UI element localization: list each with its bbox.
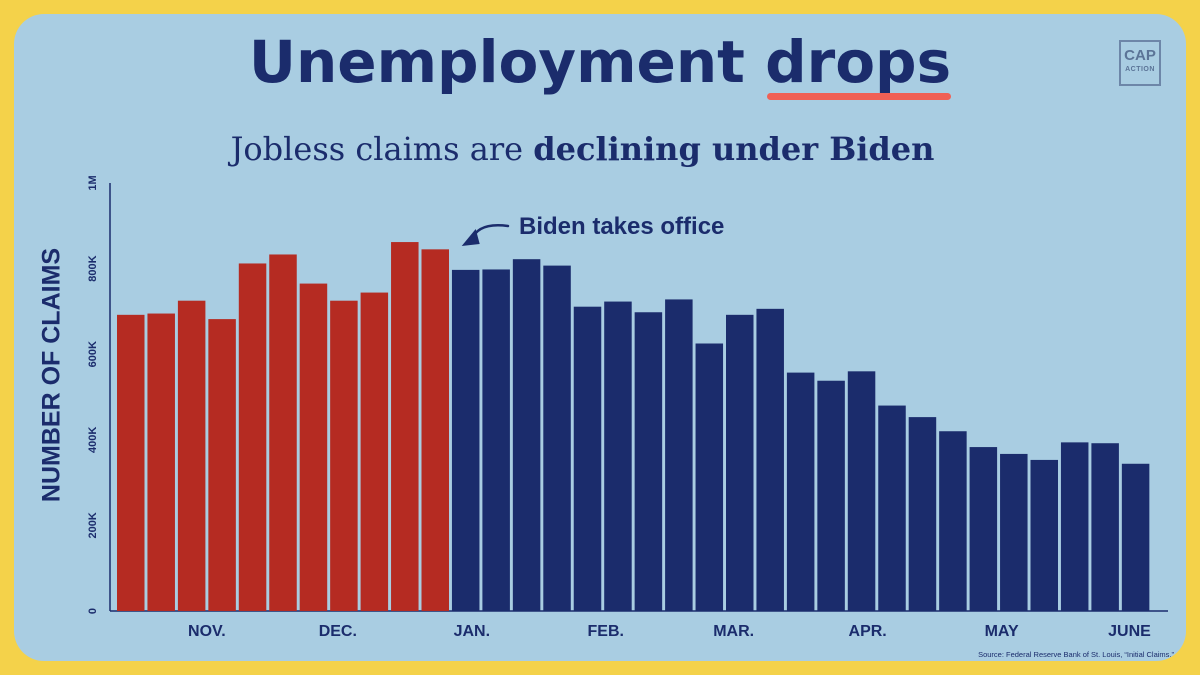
cap-action-logo: CAP ACTION <box>1119 40 1161 86</box>
bar-trump <box>147 313 175 611</box>
x-month-label: APR. <box>849 623 887 640</box>
bar-biden <box>1060 442 1089 611</box>
bar-biden <box>786 372 815 611</box>
logo-line1: CAP <box>1124 47 1156 64</box>
bar-trump <box>299 283 328 611</box>
bar-trump <box>330 300 358 611</box>
y-tick-label: 400K <box>87 427 99 453</box>
bar-trump <box>391 242 419 611</box>
bar-biden <box>634 312 663 611</box>
bar-biden <box>695 343 724 611</box>
y-tick-label: 0 <box>87 608 99 614</box>
bar-trump <box>421 249 449 611</box>
bar-biden <box>543 265 571 611</box>
subtitle-bold: declining under Biden <box>533 130 935 168</box>
x-month-label: DEC. <box>319 623 357 640</box>
bar-biden <box>573 306 602 611</box>
x-month-label: NOV. <box>188 623 226 640</box>
bar-trump <box>269 254 297 611</box>
page-title: Unemployment drops <box>0 28 1200 100</box>
x-month-label: JAN. <box>454 623 490 640</box>
y-tick-label: 200K <box>87 512 99 538</box>
bar-biden <box>969 447 998 611</box>
bar-biden <box>665 299 693 611</box>
bar-biden <box>1030 459 1058 611</box>
bar-trump <box>117 314 145 611</box>
bar-biden <box>756 308 784 611</box>
bar-biden <box>939 431 967 611</box>
bar-biden <box>1091 443 1119 611</box>
bar-biden <box>1000 453 1028 611</box>
bar-biden <box>451 269 480 611</box>
subtitle-normal: Jobless claims are <box>230 130 534 168</box>
bar-trump <box>238 263 267 611</box>
x-month-label: FEB. <box>588 623 624 640</box>
title-main: Unemployment <box>248 28 766 96</box>
bar-biden <box>482 269 510 611</box>
chart-subtitle: Jobless claims are declining under Biden <box>0 130 1165 168</box>
annotation-text: Biden takes office <box>519 213 724 240</box>
annotation-arrow-head <box>461 229 480 246</box>
bar-biden <box>512 259 541 611</box>
title-accent: drops <box>765 28 952 100</box>
bar-trump <box>208 319 236 611</box>
bar-trump <box>177 300 206 611</box>
bar-biden <box>1121 463 1150 611</box>
bar-biden <box>817 380 845 611</box>
source-note: Source: Federal Reserve Bank of St. Loui… <box>978 650 1174 659</box>
bar-biden <box>878 405 906 611</box>
bar-biden <box>604 301 632 611</box>
x-month-label: MAR. <box>713 623 754 640</box>
x-month-label: MAY <box>985 623 1019 640</box>
y-tick-label: 800K <box>87 255 99 281</box>
bar-trump <box>360 292 389 611</box>
logo-line2: ACTION <box>1125 66 1155 73</box>
bar-biden <box>908 417 937 611</box>
x-month-label: JUNE <box>1108 623 1151 640</box>
bar-biden <box>847 371 876 611</box>
bar-biden <box>726 314 754 611</box>
y-tick-label: 600K <box>87 341 99 367</box>
y-tick-label: 1M <box>87 175 99 190</box>
